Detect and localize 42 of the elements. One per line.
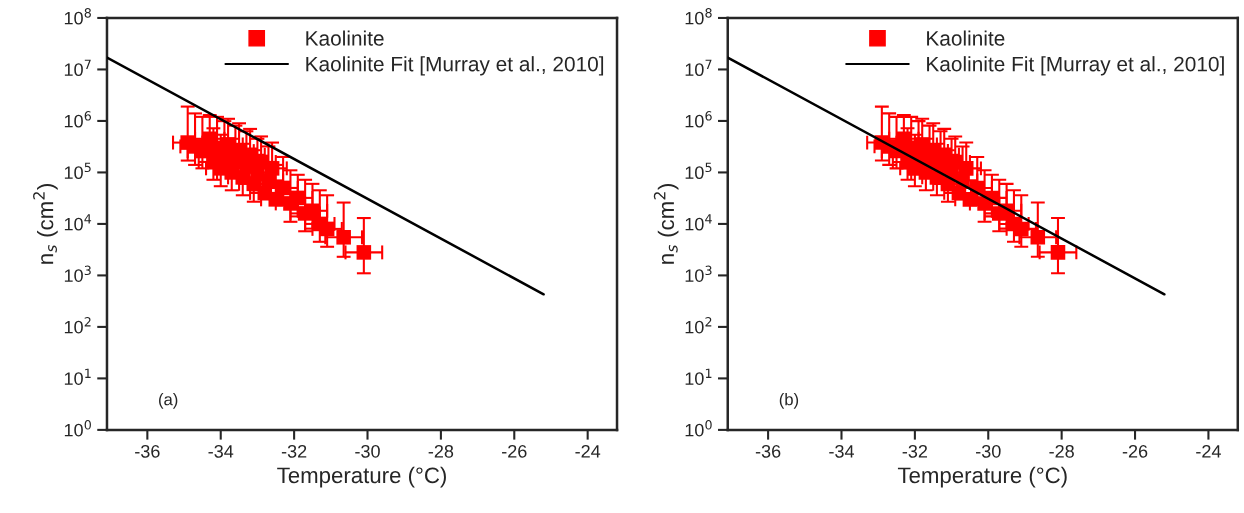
legend-label: Kaolinite (927, 30, 1005, 46)
annotation: (a) (159, 393, 178, 409)
x-tick-label: -30 (355, 444, 380, 458)
x-tick-label: -26 (502, 444, 527, 458)
y-axis-title: n$_{s}$ (cm$^{2}$) (653, 184, 679, 264)
x-tick-label: -26 (1122, 444, 1148, 458)
y-tick-label: 10$^{3}$ (685, 265, 712, 282)
legend-label: Kaolinite Fit [Murray et al., 2010] (306, 56, 604, 76)
x-tick-label: -36 (755, 444, 781, 458)
x-axis-title: Temperature (°C) (897, 466, 1067, 488)
x-tick-label: -28 (428, 444, 454, 458)
y-tick-label: 10$^{3}$ (64, 265, 91, 282)
y-tick-label: 10$^{0}$ (64, 420, 91, 437)
x-tick-label: -28 (1049, 444, 1074, 458)
x-tick-label: -24 (575, 444, 601, 458)
y-tick-label: 10$^{6}$ (685, 111, 712, 128)
y-tick-label: 10$^{5}$ (64, 162, 91, 180)
y-tick-label: 10$^{6}$ (64, 111, 92, 128)
y-tick-label: 10$^{0}$ (685, 420, 712, 437)
y-tick-label: 10$^{7}$ (685, 59, 712, 77)
y-axis-title: n$_{s}$ (cm$^{2}$) (33, 184, 58, 264)
y-tick-label: 10$^{8}$ (64, 8, 91, 25)
x-tick-label: -34 (829, 444, 855, 458)
y-tick-label: 10$^{4}$ (64, 214, 92, 231)
legend-label: Kaolinite Fit [Murray et al., 2010] (927, 56, 1224, 76)
y-tick-label: 10$^{5}$ (685, 162, 712, 180)
y-tick-label: 10$^{4}$ (685, 214, 712, 231)
x-tick-label: -32 (902, 444, 928, 458)
y-tick-label: 10$^{8}$ (685, 8, 712, 25)
y-tick-label: 10$^{2}$ (685, 317, 712, 334)
y-tick-label: 10$^{7}$ (64, 59, 91, 77)
x-tick-label: -30 (976, 444, 1001, 458)
y-tick-label: 10$^{2}$ (64, 317, 91, 334)
y-tick-label: 10$^{1}$ (64, 368, 91, 385)
x-axis-title: Temperature (°C) (277, 466, 446, 488)
x-tick-label: -24 (1196, 444, 1221, 458)
x-tick-label: -34 (208, 444, 234, 458)
y-tick-label: 10$^{1}$ (685, 368, 712, 385)
x-tick-label: -32 (281, 444, 307, 458)
x-tick-label: -36 (135, 444, 160, 458)
annotation: (b) (779, 393, 799, 409)
legend-label: Kaolinite (306, 30, 384, 46)
